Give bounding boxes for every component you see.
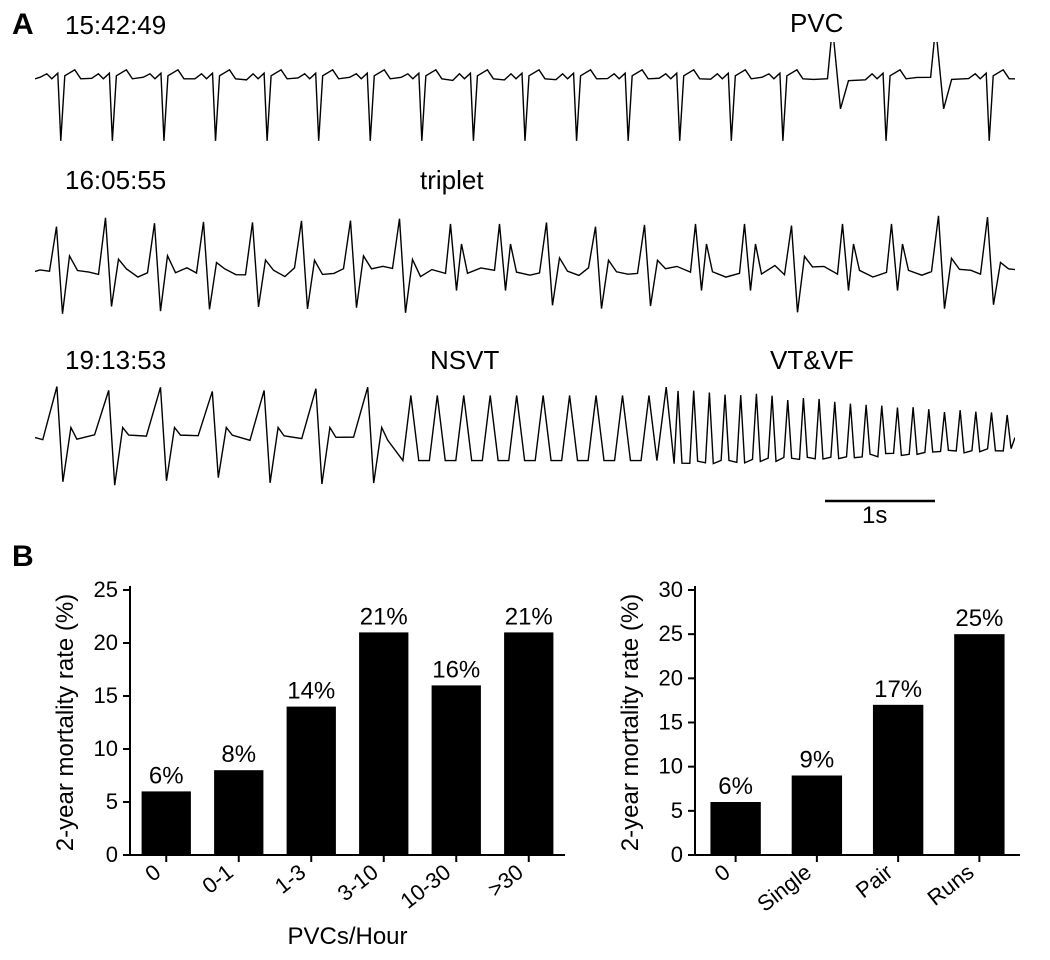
svg-text:10: 10 [94, 736, 118, 761]
svg-text:8%: 8% [221, 741, 256, 768]
svg-text:3-10: 3-10 [333, 859, 383, 906]
svg-text:Pair: Pair [851, 859, 897, 903]
svg-text:6%: 6% [149, 762, 184, 789]
svg-text:6%: 6% [718, 773, 753, 800]
panel-a-label: A [12, 8, 34, 42]
figure-root: A 15:42:49 PVC 16:05:55 triplet 19:13:53… [0, 0, 1050, 960]
svg-text:0: 0 [671, 842, 683, 867]
svg-text:5: 5 [106, 789, 118, 814]
ecg-trace-triplet [35, 200, 1015, 330]
bar-chart-pvc-complexity: 0 5 10 15 20 25 30 2-year mortality rate (%) 6% 0… [620, 560, 1030, 950]
trace3-timestamp: 19:13:53 [65, 345, 166, 376]
ecg-trace-nsvt-vf [35, 380, 1015, 495]
svg-text:0: 0 [710, 859, 735, 886]
svg-text:5: 5 [671, 798, 683, 823]
svg-text:2-year mortality rate (%): 2-year mortality rate (%) [620, 594, 644, 851]
svg-text:17%: 17% [874, 676, 922, 703]
svg-text:Single: Single [752, 859, 816, 916]
svg-text:2-year mortality rate (%): 2-year mortality rate (%) [55, 594, 79, 851]
trace3-arrhythmia-label-vtvf: VT&VF [770, 345, 854, 376]
svg-text:16%: 16% [432, 656, 480, 683]
bar-chart-pvcs-per-hour: 0 5 10 15 20 25 2-year mortality rate (%) 6% 0 8%… [55, 560, 575, 950]
panel-b-label: B [12, 540, 34, 574]
svg-text:1-3: 1-3 [270, 859, 310, 898]
svg-text:>30: >30 [483, 859, 528, 902]
svg-text:10-30: 10-30 [396, 859, 456, 913]
trace1-arrhythmia-label: PVC [790, 8, 843, 39]
svg-text:Runs: Runs [923, 859, 979, 910]
trace2-arrhythmia-label: triplet [420, 165, 484, 196]
svg-text:25: 25 [659, 621, 683, 646]
svg-text:21%: 21% [505, 603, 553, 630]
svg-text:14%: 14% [287, 678, 335, 705]
svg-text:30: 30 [659, 577, 683, 602]
ecg-trace-pvc [35, 42, 1015, 157]
trace2-timestamp: 16:05:55 [65, 165, 166, 196]
svg-text:20: 20 [659, 665, 683, 690]
svg-text:25%: 25% [955, 605, 1003, 632]
svg-text:21%: 21% [360, 603, 408, 630]
svg-text:20: 20 [94, 630, 118, 655]
svg-text:10: 10 [659, 754, 683, 779]
svg-text:15: 15 [94, 683, 118, 708]
svg-text:0: 0 [140, 859, 165, 886]
svg-text:15: 15 [659, 710, 683, 735]
trace1-timestamp: 15:42:49 [65, 10, 166, 41]
svg-text:0: 0 [106, 842, 118, 867]
svg-text:0-1: 0-1 [197, 859, 237, 898]
scalebar-label: 1s [862, 502, 887, 530]
svg-text:PVCs/Hour: PVCs/Hour [287, 923, 407, 950]
trace3-arrhythmia-label-nsvt: NSVT [430, 345, 499, 376]
svg-text:9%: 9% [800, 747, 835, 774]
svg-text:25: 25 [94, 577, 118, 602]
